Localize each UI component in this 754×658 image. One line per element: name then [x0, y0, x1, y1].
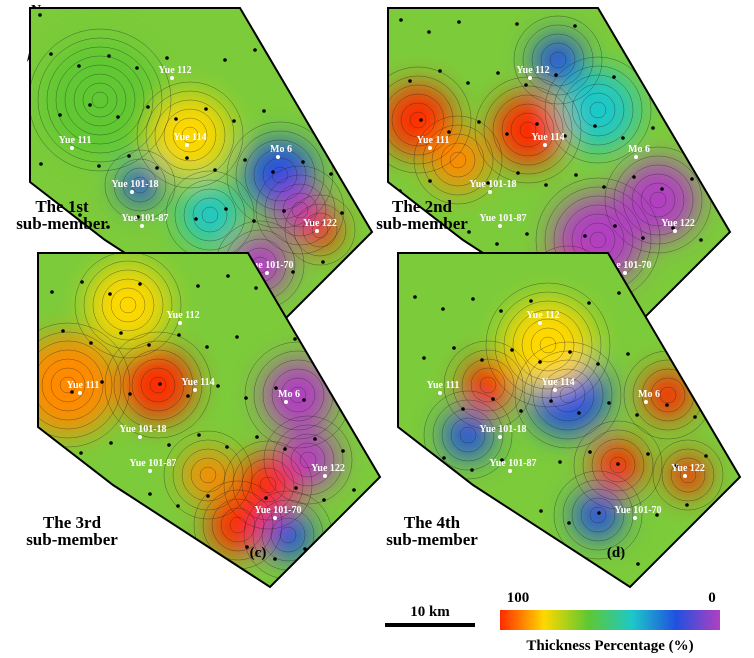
well-label: Mo 6 [270, 144, 292, 155]
well-label: Yue 101-70 [246, 260, 293, 271]
well-label: Yue 114 [173, 132, 206, 143]
well-marker [178, 321, 182, 325]
well-marker [683, 474, 687, 478]
thickness-map [30, 8, 372, 342]
well-label: Yue 112 [526, 310, 559, 321]
well-marker [538, 321, 542, 325]
well-label: Yue 101-18 [469, 179, 516, 190]
legend-min: 0 [708, 590, 716, 606]
well-marker [528, 76, 532, 80]
well-marker [633, 516, 637, 520]
well-marker [644, 400, 648, 404]
well-marker [508, 469, 512, 473]
well-label: Yue 111 [427, 380, 460, 391]
well-marker [498, 435, 502, 439]
well-marker [543, 143, 547, 147]
well-marker [193, 388, 197, 392]
well-label: Yue 114 [181, 377, 214, 388]
well-label: Yue 111 [59, 135, 92, 146]
well-label: Yue 101-87 [489, 458, 536, 469]
well-label: Yue 122 [671, 463, 705, 474]
well-label: Yue 112 [158, 65, 191, 76]
color-bar [500, 610, 720, 630]
sub-member-title: sub-member [16, 214, 108, 233]
well-marker [185, 143, 189, 147]
well-marker [428, 146, 432, 150]
well-marker [323, 474, 327, 478]
well-marker [138, 435, 142, 439]
well-label: Yue 111 [67, 380, 100, 391]
map-panel: Yue 112 Yue 111 Yue 114 Mo 6 Yue 101-18 Yue 1… [397, 252, 742, 589]
sub-member-title: sub-member [386, 530, 478, 549]
well-label: Yue 101-70 [614, 505, 661, 516]
well-label: Yue 112 [166, 310, 199, 321]
well-marker [673, 229, 677, 233]
thickness-map [38, 253, 380, 587]
well-label: Yue 101-87 [129, 458, 176, 469]
well-label: Mo 6 [638, 389, 660, 400]
sub-member-title: The 2nd [392, 197, 453, 216]
well-label: Yue 101-18 [111, 179, 158, 190]
well-label: Yue 101-18 [479, 424, 526, 435]
map-panel: Yue 112 Yue 111 Yue 114 Mo 6 Yue 101-18 Yue 1… [29, 7, 374, 344]
well-marker [553, 388, 557, 392]
legend-title: Thickness Percentage (%) [526, 638, 693, 654]
well-label: Yue 101-70 [254, 505, 301, 516]
well-marker [623, 271, 627, 275]
well-label: Yue 114 [541, 377, 574, 388]
panel-label: (d) [607, 545, 625, 561]
well-marker [78, 391, 82, 395]
panel-label: (c) [250, 545, 267, 561]
sub-member-title: sub-member [26, 530, 118, 549]
well-marker [273, 516, 277, 520]
sub-member-title: The 4th [404, 513, 461, 532]
well-marker [70, 146, 74, 150]
well-label: Yue 101-87 [121, 213, 168, 224]
well-label: Mo 6 [278, 389, 300, 400]
legend: 100 0 Thickness Percentage (%) [500, 590, 720, 654]
well-marker [276, 155, 280, 159]
well-marker [498, 224, 502, 228]
well-marker [130, 190, 134, 194]
well-label: Yue 101-70 [604, 260, 651, 271]
well-label: Yue 112 [516, 65, 549, 76]
well-label: Mo 6 [628, 144, 650, 155]
map-panel: Yue 112 Yue 111 Yue 114 Mo 6 Yue 101-18 Yue 1… [37, 252, 382, 589]
well-marker [438, 391, 442, 395]
sub-member-title: The 3rd [43, 513, 102, 532]
well-label: Yue 122 [311, 463, 345, 474]
well-label: Yue 114 [531, 132, 564, 143]
well-marker [148, 469, 152, 473]
well-marker [315, 229, 319, 233]
scale-label: 10 km [410, 604, 450, 620]
thickness-map [398, 253, 740, 587]
well-marker [265, 271, 269, 275]
well-marker [284, 400, 288, 404]
well-label: Yue 101-18 [119, 424, 166, 435]
well-label: Yue 122 [661, 218, 695, 229]
well-marker [488, 190, 492, 194]
well-label: Yue 101-87 [479, 213, 526, 224]
scale-bar: 10 km [385, 604, 475, 627]
well-label: Yue 122 [303, 218, 337, 229]
well-marker [634, 155, 638, 159]
well-marker [140, 224, 144, 228]
sub-member-title: The 1st [35, 197, 89, 216]
sub-member-title: sub-member [376, 214, 468, 233]
well-marker [170, 76, 174, 80]
legend-max: 100 [507, 590, 530, 606]
well-label: Yue 111 [417, 135, 450, 146]
